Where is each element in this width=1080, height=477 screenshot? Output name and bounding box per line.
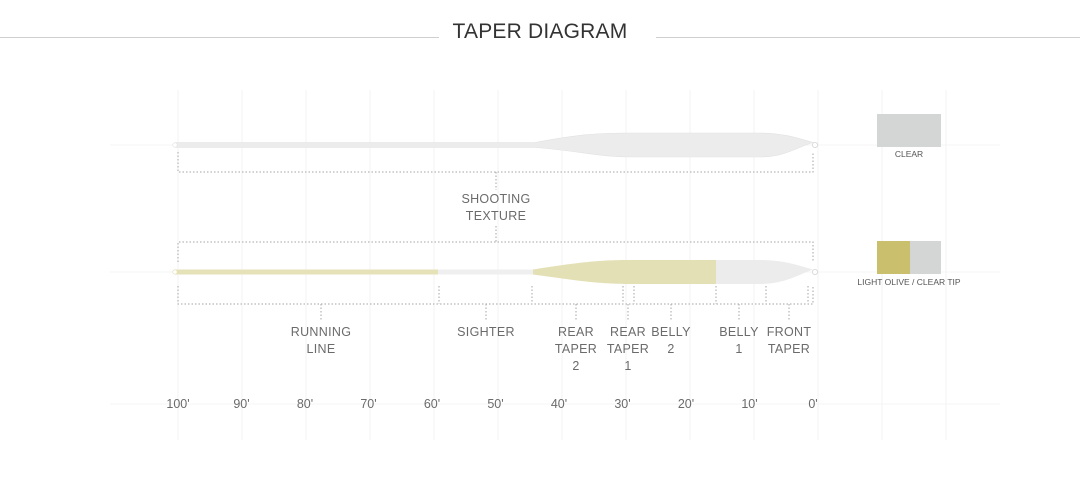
axis-tick-label: 30' <box>614 397 630 411</box>
top-line-back-loop <box>173 143 177 147</box>
legend-label-clear: CLEAR <box>895 149 923 159</box>
legend-label-light-olive-clear-tip: LIGHT OLIVE / CLEAR TIP <box>857 277 960 287</box>
axis-tick-label: 60' <box>424 397 440 411</box>
section-label-running-line-line-1: RUNNING <box>291 325 351 339</box>
section-label-rear-taper-2-line-3: 2 <box>572 359 579 373</box>
clear-tip-segment <box>716 260 813 284</box>
section-label-rear-taper-2-line-2: TAPER <box>555 342 597 356</box>
section-label-rear-taper-2-line-1: REAR <box>558 325 594 339</box>
section-label-front-taper-line-1: FRONT <box>767 325 812 339</box>
head-olive-segment <box>533 260 716 284</box>
bottom-line-back-loop <box>173 270 177 274</box>
top-line-body <box>174 133 814 157</box>
axis-tick-label: 80' <box>297 397 313 411</box>
section-label-running-line-line-2: LINE <box>307 342 336 356</box>
section-label-sighter-line-1: SIGHTER <box>457 325 515 339</box>
section-label-belly-1-line-1: BELLY <box>719 325 759 339</box>
legend-swatch-clear-tip <box>910 241 941 274</box>
section-labels: RUNNING LINE SIGHTER REAR TAPER 2 REAR TAPER 1 BE… <box>291 325 812 373</box>
section-label-rear-taper-1-line-3: 1 <box>624 359 631 373</box>
top-bracket <box>178 152 813 190</box>
axis-tick-label: 100' <box>166 397 189 411</box>
axis-tick-label: 40' <box>551 397 567 411</box>
section-label-rear-taper-1-line-2: TAPER <box>607 342 649 356</box>
shooting-texture-line-1: SHOOTING <box>461 192 530 206</box>
top-line-tip-loop <box>812 142 817 147</box>
middle-bracket <box>178 226 813 262</box>
axis-tick-label: 20' <box>678 397 694 411</box>
shooting-texture-line-2: TEXTURE <box>466 209 526 223</box>
axis-tick-label: 50' <box>487 397 503 411</box>
section-brackets <box>178 286 813 320</box>
axis-tick-label: 90' <box>233 397 249 411</box>
axis-tick-label: 10' <box>741 397 757 411</box>
section-label-rear-taper-1-line-1: REAR <box>610 325 646 339</box>
section-label-front-taper-line-2: TAPER <box>768 342 810 356</box>
sighter-segment <box>438 270 533 275</box>
running-line-segment <box>174 270 439 275</box>
bottom-line-tip-loop <box>812 269 817 274</box>
shooting-texture-label: SHOOTING TEXTURE <box>461 192 530 223</box>
section-label-belly-1-line-2: 1 <box>735 342 742 356</box>
legend-swatch-light-olive <box>877 241 910 274</box>
axis-tick-label: 0' <box>808 397 817 411</box>
section-label-belly-2-line-1: BELLY <box>651 325 691 339</box>
section-label-belly-2-line-2: 2 <box>667 342 674 356</box>
axis-tick-label: 70' <box>360 397 376 411</box>
diagram-title: TAPER DIAGRAM <box>439 20 642 43</box>
legend-swatch-clear <box>877 114 941 147</box>
